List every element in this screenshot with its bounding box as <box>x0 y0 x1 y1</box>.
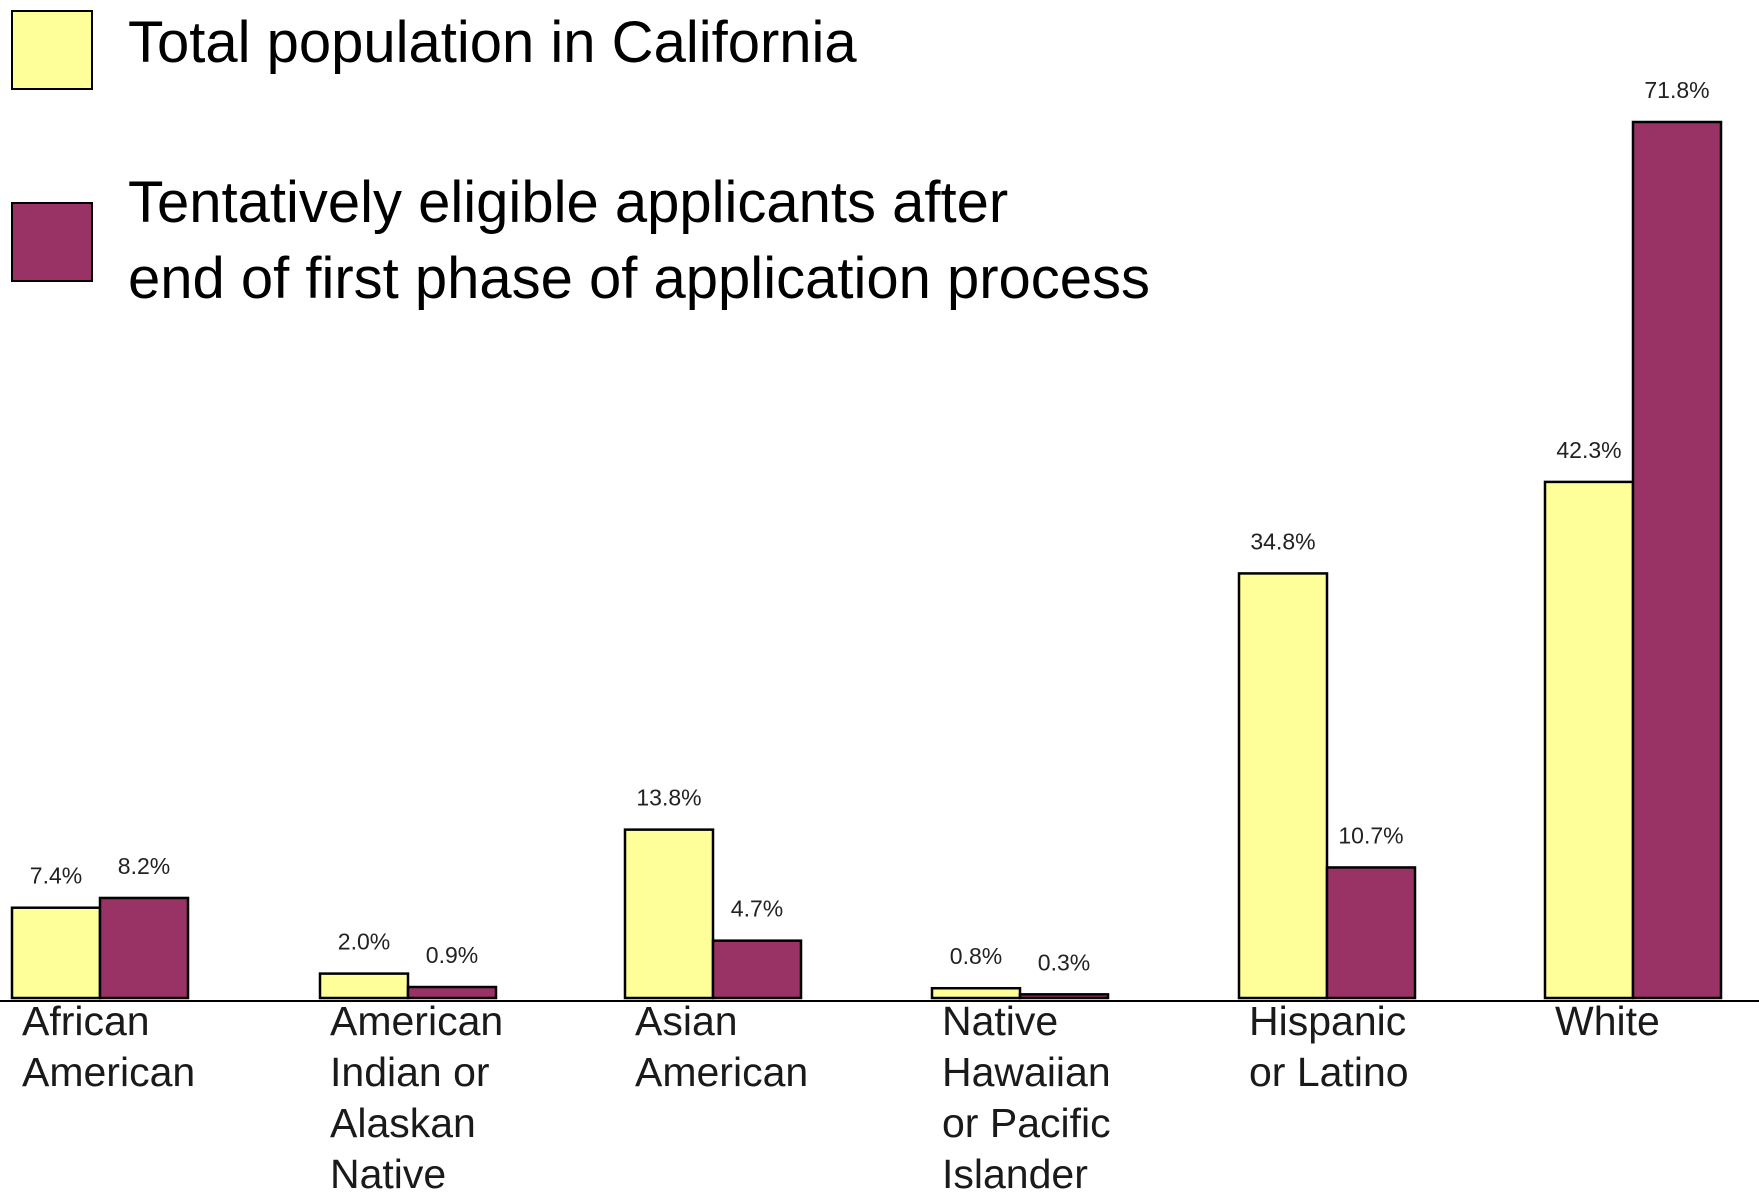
bar-1-0 <box>98 896 190 1000</box>
category-label-1-3: Native <box>330 1151 446 1192</box>
value-label-1-3: 0.3% <box>1038 949 1090 975</box>
bar-1-3 <box>1018 993 1110 1000</box>
bars <box>10 120 1723 1000</box>
category-label-4-0: Hispanic <box>1249 998 1406 1044</box>
category-label-0-1: American <box>22 1049 195 1095</box>
category-label-2-1: American <box>635 1049 808 1095</box>
legend-label-1-1: end of first phase of application proces… <box>128 246 1150 311</box>
category-label-1-0: American <box>330 998 503 1044</box>
category-label-3-1: Hawaiian <box>942 1049 1111 1095</box>
value-label-1-2: 4.7% <box>731 896 783 922</box>
legend-swatch-0 <box>11 10 93 90</box>
category-labels: African American American Indian or Alaskan N… <box>22 998 1660 1192</box>
legend-swatch-1 <box>11 202 93 282</box>
value-label-1-4: 10.7% <box>1338 822 1403 848</box>
value-label-0-5: 42.3% <box>1556 437 1621 463</box>
value-label-0-0: 7.4% <box>30 863 82 889</box>
category-label-0-0: African <box>22 998 150 1044</box>
bar-1-4 <box>1325 866 1417 1000</box>
legend-label-1-0: Tentatively eligible applicants after <box>128 170 1008 235</box>
legend: Total population in California Tentativel… <box>11 10 1150 311</box>
bar-0-5 <box>1543 480 1635 1000</box>
bar-0-0 <box>10 906 102 1000</box>
bar-0-4 <box>1237 572 1329 1000</box>
category-label-3-3: Islander <box>942 1151 1088 1192</box>
bar-1-5 <box>1631 120 1723 1000</box>
bar-1-1 <box>406 985 498 1000</box>
category-label-1-2: Alaskan <box>330 1100 476 1146</box>
bar-0-2 <box>623 828 715 1000</box>
legend-label-0-0: Total population in California <box>128 10 857 75</box>
value-labels: 7.4% 2.0% 13.8% 0.8% 34.8% 42.3% 8.2% 0.9% 4.7% 0… <box>30 77 1710 975</box>
category-label-2-0: Asian <box>635 998 738 1044</box>
category-label-1-1: Indian or <box>330 1049 490 1095</box>
value-label-0-1: 2.0% <box>338 929 390 955</box>
value-label-1-5: 71.8% <box>1644 77 1709 103</box>
bar-0-1 <box>318 972 410 1000</box>
value-label-1-1: 0.9% <box>426 942 478 968</box>
value-label-0-3: 0.8% <box>950 943 1002 969</box>
bar-1-2 <box>711 939 803 1000</box>
category-label-5-0: White <box>1555 998 1660 1044</box>
category-label-4-1: or Latino <box>1249 1049 1409 1095</box>
category-label-3-0: Native <box>942 998 1058 1044</box>
value-label-1-0: 8.2% <box>118 853 170 879</box>
value-label-0-2: 13.8% <box>636 785 701 811</box>
category-label-3-2: or Pacific <box>942 1100 1111 1146</box>
value-label-0-4: 34.8% <box>1250 528 1315 554</box>
bar-0-3 <box>930 986 1022 1000</box>
